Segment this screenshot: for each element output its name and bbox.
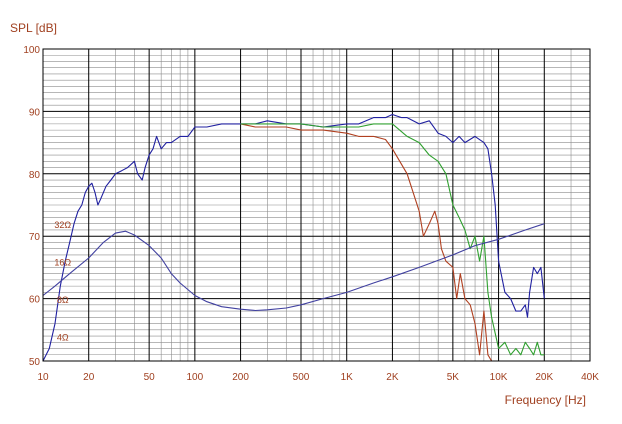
impedance-label: 32Ω <box>54 220 71 230</box>
x-tick-labels: 10 20 50 100 200 500 1K 2K 5K 10K 20K 40K <box>37 372 599 383</box>
series-line-2 <box>240 123 493 362</box>
x-tick-label: 100 <box>187 372 204 383</box>
x-tick-label: 50 <box>144 372 156 383</box>
y-tick-label: 70 <box>29 232 41 243</box>
y-tick-label: 80 <box>29 170 41 181</box>
y-tick-label: 90 <box>29 107 41 118</box>
x-axis-label: Frequency [Hz] <box>504 393 586 407</box>
impedance-labels: 32Ω 16Ω 8Ω 4Ω <box>54 220 71 342</box>
impedance-label: 8Ω <box>57 295 69 305</box>
impedance-label: 4Ω <box>57 332 69 342</box>
x-tick-label: 1K <box>341 372 354 383</box>
x-tick-label: 20 <box>83 372 95 383</box>
plot-frame <box>42 48 591 362</box>
minor-grid <box>43 49 591 361</box>
y-tick-label: 100 <box>23 45 40 56</box>
x-tick-label: 5K <box>447 372 460 383</box>
x-tick-label: 10K <box>490 372 508 383</box>
y-tick-label: 50 <box>29 357 41 368</box>
series-line-3 <box>240 123 545 356</box>
series-line-4 <box>42 223 545 312</box>
x-tick-label: 10 <box>37 372 49 383</box>
y-axis-label: SPL [dB] <box>10 21 57 35</box>
series-line-1 <box>42 113 545 362</box>
y-tick-labels: 50 60 70 80 90 100 <box>23 45 40 368</box>
x-tick-label: 20K <box>535 372 553 383</box>
x-tick-label: 200 <box>232 372 249 383</box>
y-tick-label: 60 <box>29 295 41 306</box>
series-layer <box>42 113 545 362</box>
impedance-label: 16Ω <box>54 257 71 267</box>
x-tick-label: 40K <box>581 372 599 383</box>
x-tick-label: 500 <box>293 372 310 383</box>
x-tick-label: 2K <box>386 372 399 383</box>
